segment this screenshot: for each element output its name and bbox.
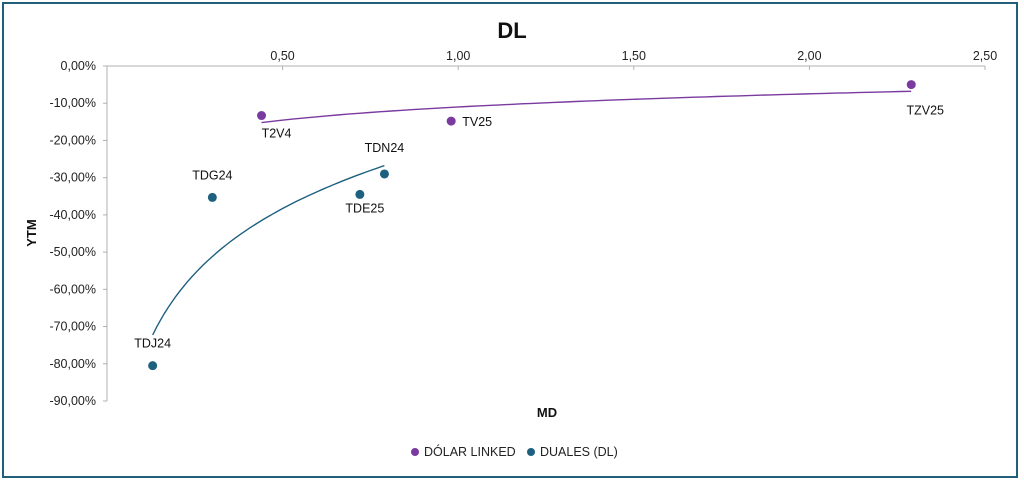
data-point-t2v4 — [257, 111, 267, 121]
x-tick-label: 1,00 — [446, 49, 470, 63]
legend-label-series-0: DÓLAR LINKED — [424, 444, 516, 459]
data-point-tde25 — [355, 189, 365, 199]
y-tick-label: -30,00% — [49, 171, 96, 185]
point-label-tde25: TDE25 — [345, 201, 384, 215]
x-axis-title: MD — [537, 405, 557, 420]
y-tick-label: -90,00% — [49, 394, 96, 408]
x-tick-label: 1,50 — [622, 49, 646, 63]
axes-layer: 0,50 1,00 1,50 2,00 2,50 0,00% -10,00% -20,00% -… — [49, 49, 997, 408]
data-point-tdg24 — [207, 192, 217, 202]
legend-label-series-1: DUALES (DL) — [540, 445, 618, 459]
points-layer: T2V4 TV25 TZV25 TDJ24 TDG24 TDE25 TDN24 — [134, 80, 944, 371]
data-point-tdj24 — [148, 361, 158, 371]
data-point-tv25 — [446, 116, 456, 126]
point-label-tdg24: TDG24 — [192, 168, 232, 182]
y-tick-label: -60,00% — [49, 282, 96, 296]
chart-title: DL — [497, 18, 526, 43]
chart-frame — [2, 2, 1018, 478]
y-tick-label: -50,00% — [49, 245, 96, 259]
trendlines-layer — [152, 90, 912, 336]
data-point-tzv25 — [906, 80, 916, 90]
trendline-series-0 — [261, 90, 912, 124]
y-tick-label: -10,00% — [49, 96, 96, 110]
y-tick-label: -80,00% — [49, 357, 96, 371]
y-axis-title: YTM — [24, 219, 39, 246]
legend: DÓLAR LINKED DUALES (DL) — [411, 444, 618, 459]
data-point-tdn24 — [379, 169, 389, 179]
x-tick-label: 2,50 — [973, 49, 997, 63]
point-label-t2v4: T2V4 — [262, 127, 292, 141]
point-label-tdn24: TDN24 — [365, 141, 405, 155]
point-label-tv25: TV25 — [462, 115, 492, 129]
legend-marker-series-0 — [411, 448, 419, 456]
x-tick-label: 2,00 — [797, 49, 821, 63]
y-tick-label: -70,00% — [49, 320, 96, 334]
legend-marker-series-1 — [527, 448, 535, 456]
point-label-tzv25: TZV25 — [906, 104, 944, 118]
y-tick-label: -40,00% — [49, 208, 96, 222]
point-label-tdj24: TDJ24 — [134, 337, 171, 351]
y-tick-label: 0,00% — [61, 59, 96, 73]
x-tick-label: 0,50 — [270, 49, 294, 63]
y-tick-label: -20,00% — [49, 133, 96, 147]
trendline-series-1 — [152, 164, 385, 336]
